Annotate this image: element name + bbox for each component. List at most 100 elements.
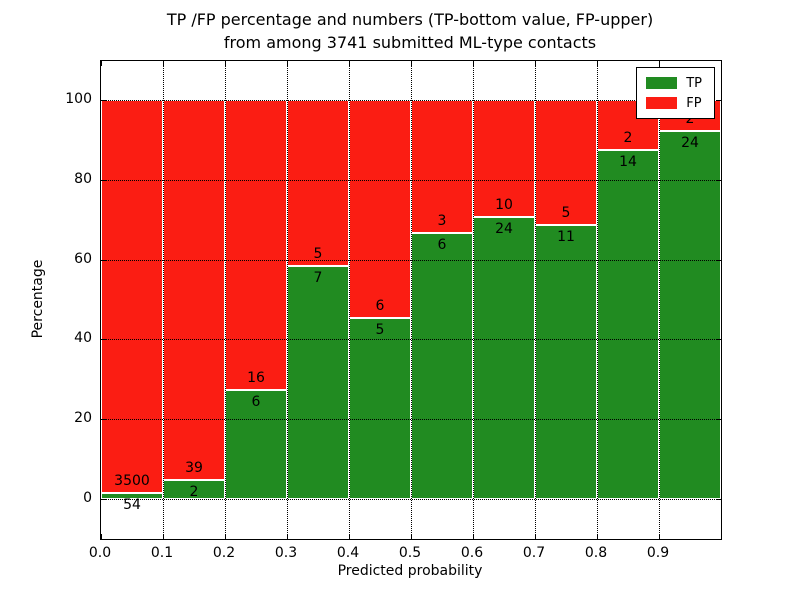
y-tick-mark-right	[716, 179, 721, 181]
tp-count-label: 7	[313, 270, 323, 287]
legend-swatch-tp	[646, 77, 678, 89]
y-tick-mark-right	[716, 100, 721, 101]
y-tick-label: 60	[74, 250, 92, 267]
x-axis-label: Predicted probability	[337, 563, 483, 579]
tp-count-label: 54	[123, 496, 141, 513]
x-tick-mark-top	[163, 61, 164, 66]
x-tick-mark-bottom	[225, 534, 226, 539]
fp-count-label: 39	[185, 459, 203, 476]
chart-title-line1: TP /FP percentage and numbers (TP-bottom…	[166, 10, 654, 29]
fp-bar-segment	[101, 100, 163, 493]
fp-bar-segment	[287, 100, 349, 267]
legend-row: TP	[646, 73, 702, 93]
fp-count-label: 6	[375, 297, 385, 314]
y-tick-label: 80	[74, 170, 92, 187]
tp-count-label: 11	[557, 228, 575, 245]
fp-count-label: 3	[437, 213, 447, 229]
vertical-gridline	[163, 61, 164, 539]
x-tick-mark-top	[411, 61, 412, 66]
x-tick-mark-bottom	[411, 534, 412, 539]
fp-bar-segment	[225, 100, 287, 391]
y-tick-mark-right	[716, 499, 721, 500]
legend-swatch-fp	[646, 97, 678, 109]
x-tick-label: 0.6	[460, 545, 484, 561]
fp-count-label: 3500	[114, 472, 150, 489]
tp-bar-segment	[659, 130, 721, 499]
x-tick-label: 0.5	[398, 545, 422, 561]
vertical-gridline	[287, 61, 288, 539]
x-tick-mark-top	[225, 61, 226, 66]
tp-bar-segment	[411, 233, 473, 499]
fp-count-label: 5	[561, 204, 571, 221]
tp-count-label: 24	[681, 134, 699, 151]
fp-bar-segment	[349, 100, 411, 318]
y-tick-mark-right	[716, 259, 721, 261]
tp-count-label: 14	[619, 153, 637, 170]
tp-bar-segment	[101, 492, 163, 499]
y-tick-label: 100	[65, 91, 92, 107]
fp-count-label: 5	[313, 246, 323, 263]
vertical-gridline	[473, 61, 474, 539]
x-tick-label: 0.0	[88, 545, 112, 561]
x-tick-mark-bottom	[287, 534, 288, 539]
legend-label-fp: FP	[686, 95, 702, 111]
x-tick-mark-bottom	[473, 534, 474, 539]
tp-bar-segment	[535, 224, 597, 499]
y-tick-mark-left	[101, 179, 106, 181]
y-tick-mark-left	[101, 499, 106, 500]
x-tick-label: 0.4	[336, 545, 360, 561]
x-tick-mark-top	[287, 61, 288, 66]
x-tick-label: 0.2	[212, 545, 236, 561]
y-tick-label: 20	[74, 410, 92, 427]
y-tick-label: 40	[74, 330, 92, 347]
tp-count-label: 5	[375, 321, 385, 338]
x-tick-label: 0.7	[522, 545, 546, 561]
chart-title-line2: from among 3741 submitted ML-type contac…	[223, 33, 597, 52]
y-tick-mark-right	[716, 339, 721, 341]
legend-label-tp: TP	[686, 75, 702, 91]
x-tick-mark-top	[473, 61, 474, 66]
tp-bar-segment	[349, 317, 411, 499]
legend: TP FP	[636, 67, 715, 119]
tp-bar-segment	[597, 149, 659, 499]
vertical-gridline	[597, 61, 598, 539]
y-tick-mark-right	[716, 419, 721, 421]
legend-row: FP	[646, 93, 702, 113]
x-tick-mark-bottom	[349, 534, 350, 539]
x-tick-label: 0.9	[646, 545, 670, 561]
y-tick-mark-left	[101, 339, 106, 341]
vertical-gridline	[225, 61, 226, 539]
x-tick-mark-bottom	[597, 534, 598, 539]
tp-bar-segment	[287, 266, 349, 499]
y-axis-label: Percentage	[30, 259, 46, 339]
fp-bar-segment	[163, 100, 225, 480]
x-tick-mark-bottom	[101, 534, 102, 539]
vertical-gridline	[659, 61, 660, 539]
chart-title: TP /FP percentage and numbers (TP-bottom…	[100, 8, 720, 54]
tp-count-label: 2	[189, 483, 199, 500]
y-tick-mark-left	[101, 259, 106, 261]
y-tick-mark-left	[101, 419, 106, 421]
x-tick-mark-bottom	[659, 534, 660, 539]
fp-count-label: 10	[495, 197, 513, 214]
vertical-gridline	[349, 61, 350, 539]
y-tick-label: 0	[83, 490, 92, 506]
vertical-gridline	[535, 61, 536, 539]
x-tick-mark-bottom	[163, 534, 164, 539]
fp-bar-segment	[411, 100, 473, 233]
x-tick-mark-top	[597, 61, 598, 66]
vertical-gridline	[411, 61, 412, 539]
x-tick-label: 0.3	[274, 545, 298, 561]
x-tick-mark-top	[101, 61, 102, 66]
x-tick-label: 0.8	[584, 545, 608, 561]
tp-count-label: 24	[495, 221, 513, 238]
fp-count-label: 2	[623, 129, 633, 146]
x-tick-mark-bottom	[535, 534, 536, 539]
x-tick-mark-top	[349, 61, 350, 66]
tp-bar-segment	[225, 390, 287, 499]
tp-count-label: 6	[437, 237, 447, 253]
x-tick-label: 0.1	[150, 545, 174, 561]
x-tick-mark-top	[659, 61, 660, 66]
